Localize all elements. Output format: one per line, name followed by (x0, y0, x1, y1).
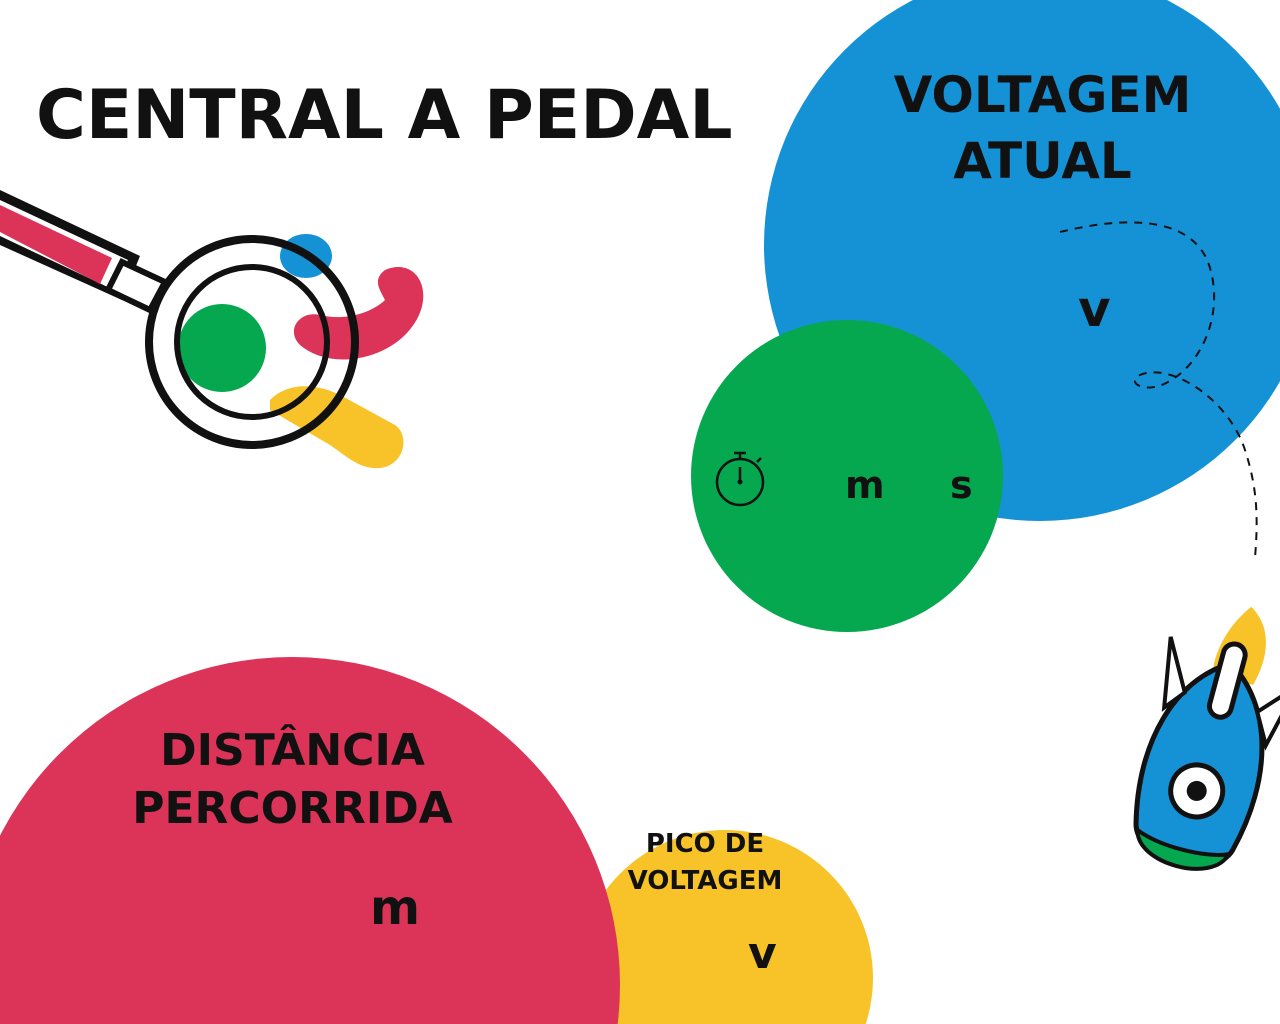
timer-minutes-unit: m (845, 463, 885, 507)
rocket-path (1059, 221, 1258, 559)
timer-seconds-unit: s (950, 463, 973, 507)
peak-voltage-label: PICO DE VOLTAGEM (615, 826, 795, 900)
stopwatch-icon (715, 451, 765, 507)
current-voltage-label-line2: ATUAL (953, 132, 1132, 190)
peak-voltage-circle (577, 830, 873, 1024)
peak-voltage-unit: v (748, 928, 777, 979)
distance-unit: m (370, 880, 421, 936)
page-title: CENTRAL A PEDAL (36, 76, 733, 155)
current-voltage-label: VOLTAGEM ATUAL (870, 62, 1215, 194)
distance-circle (0, 657, 620, 1024)
distance-label-line2: PERCORRIDA (132, 783, 453, 834)
current-voltage-label-line1: VOLTAGEM (893, 66, 1192, 124)
peak-voltage-label-line2: VOLTAGEM (627, 866, 783, 896)
current-voltage-unit: v (1078, 280, 1111, 338)
magnifying-glass-illustration (0, 190, 424, 469)
distance-label: DISTÂNCIA PERCORRIDA (120, 722, 465, 838)
timer-circle (691, 320, 1003, 632)
peak-voltage-label-line1: PICO DE (645, 829, 765, 859)
rocket-illustration (1133, 606, 1280, 871)
distance-label-line1: DISTÂNCIA (160, 725, 425, 776)
